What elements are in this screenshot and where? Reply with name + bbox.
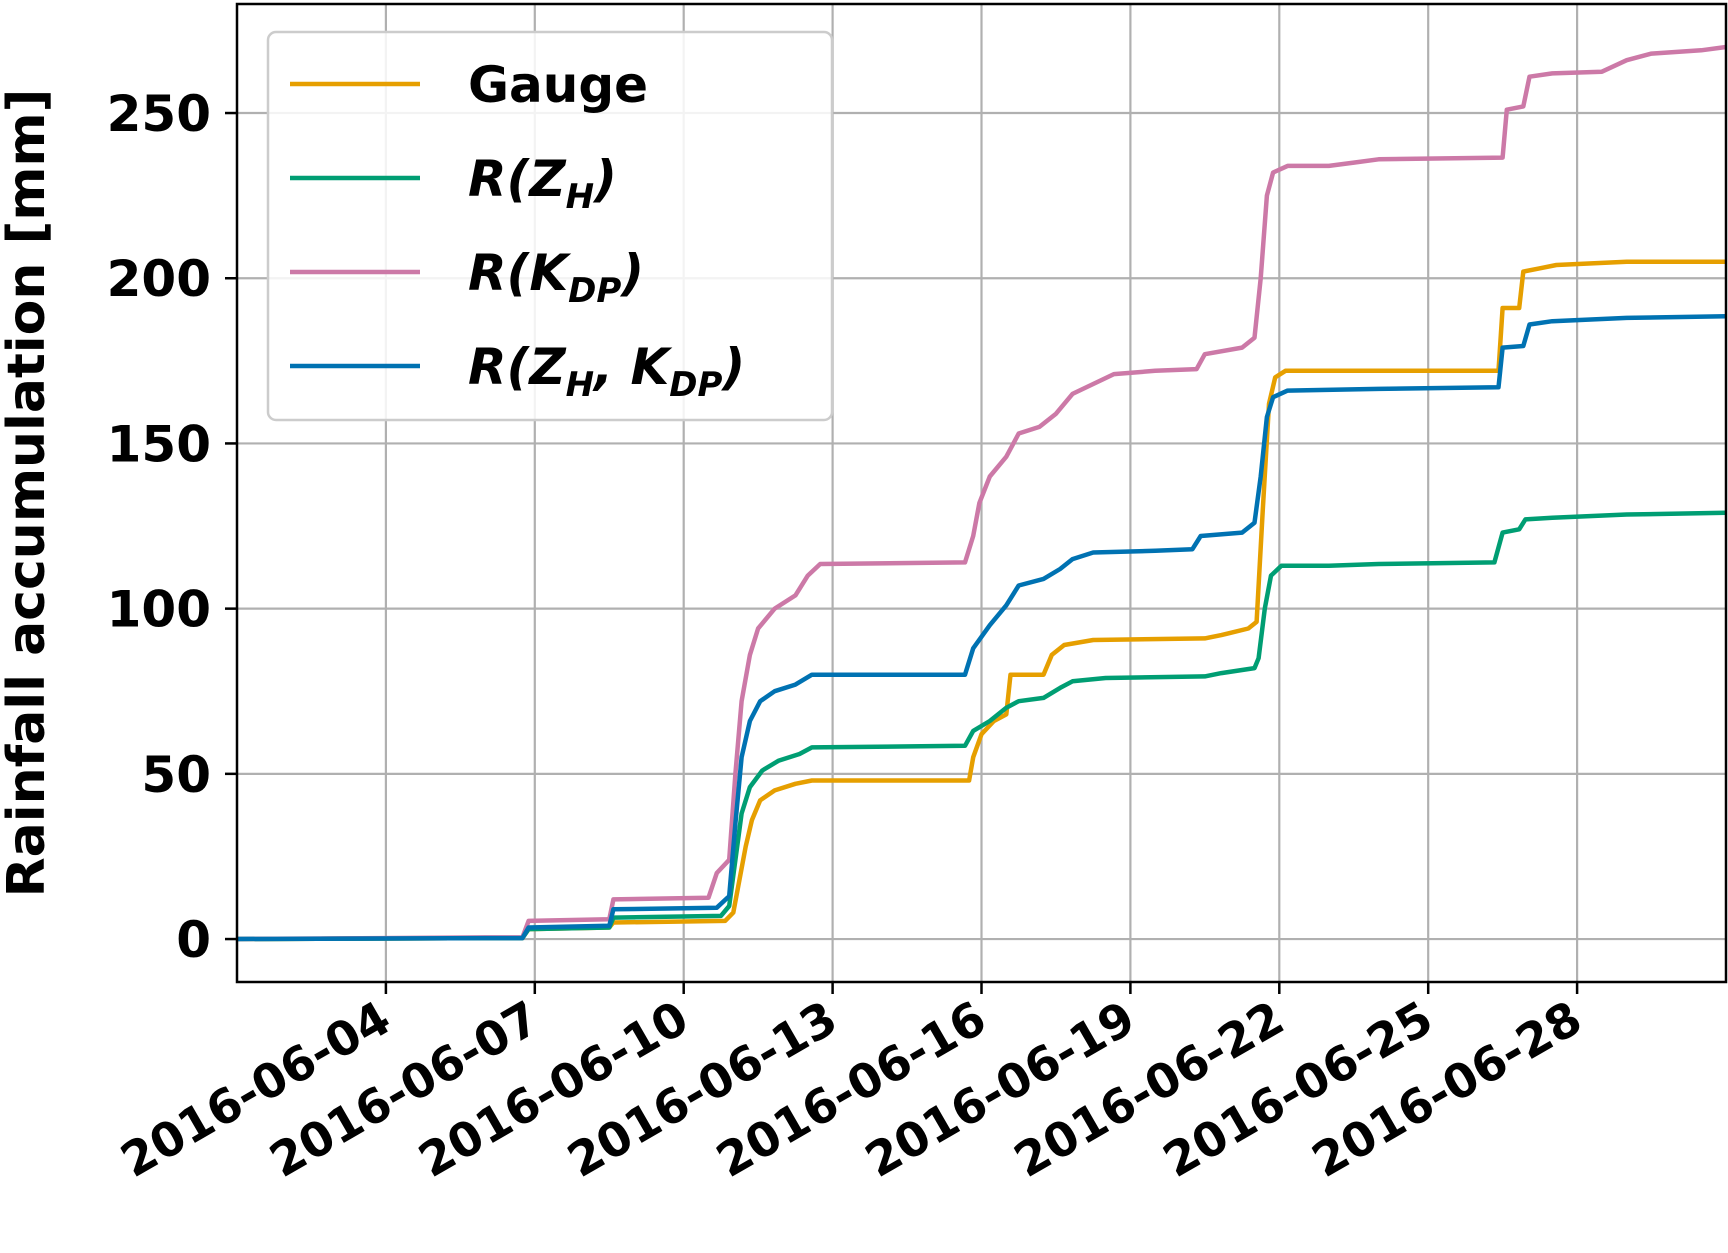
y-tick-label: 150 [107,415,211,473]
series-line-4 [236,313,1727,942]
legend-label-2: R(ZH) [468,150,617,217]
series-line-3 [236,44,1727,942]
y-tick-label: 50 [141,746,211,804]
y-tick-label: 0 [176,911,211,969]
y-tick-label: 200 [107,250,211,308]
series-lines [236,44,1727,942]
y-axis-ticks: 0 50 100 150 200 250 [107,85,237,969]
series-line-1 [236,259,1726,942]
y-tick-label: 100 [107,581,211,639]
y-tick-label: 250 [107,85,211,143]
legend-label-1: Gauge [468,56,648,114]
legend-box [266,30,834,422]
y-axis-label: Rainfall accumulation [mm] [0,89,57,898]
series-line-2 [236,510,1727,942]
